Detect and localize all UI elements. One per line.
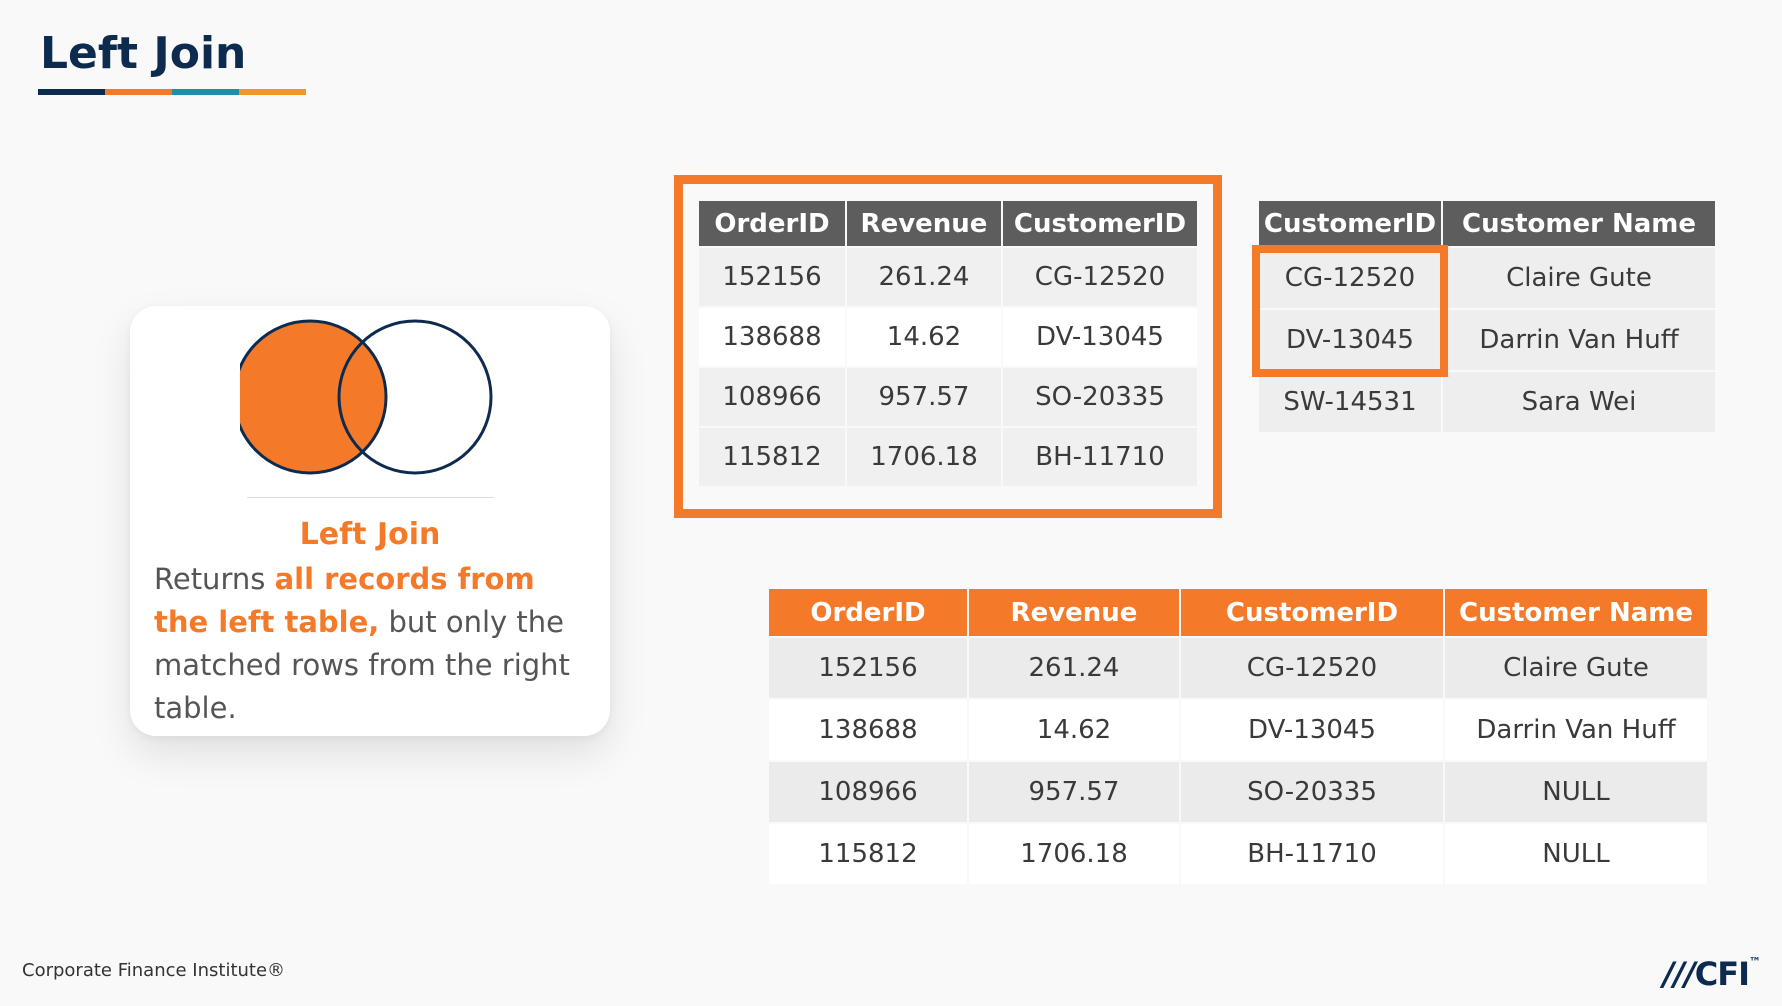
table-cell: BH-11710 (1003, 428, 1197, 486)
customers-header-customerid: CustomerID (1259, 201, 1441, 246)
customers-table: CustomerID Customer Name CG-12520 Claire… (1257, 199, 1717, 434)
table-cell: CG-12520 (1003, 248, 1197, 306)
table-cell: 957.57 (969, 762, 1179, 822)
table-cell: Darrin Van Huff (1445, 700, 1707, 760)
table-row: CG-12520 Claire Gute (1259, 248, 1715, 308)
table-cell: 957.57 (847, 368, 1001, 426)
table-row: 108966 957.57 SO-20335 (699, 368, 1197, 426)
table-cell: 138688 (769, 700, 967, 760)
table-cell: 14.62 (847, 308, 1001, 366)
table-cell: SO-20335 (1003, 368, 1197, 426)
left-join-card: Left Join Returns all records from the l… (130, 306, 610, 736)
card-title: Left Join (299, 517, 441, 552)
table-cell: SO-20335 (1181, 762, 1443, 822)
table-row: 115812 1706.18 BH-11710 NULL (769, 824, 1707, 884)
table-cell: 115812 (699, 428, 845, 486)
footer-text: Corporate Finance Institute® (22, 960, 286, 981)
table-row: 108966 957.57 SO-20335 NULL (769, 762, 1707, 822)
table-cell: 261.24 (969, 638, 1179, 698)
table-cell: 108966 (769, 762, 967, 822)
table-cell: 115812 (769, 824, 967, 884)
table-cell: 152156 (699, 248, 845, 306)
venn-diagram-icon (240, 319, 493, 475)
title-underline (38, 89, 306, 95)
result-header-customerid: CustomerID (1181, 589, 1443, 636)
table-cell: 152156 (769, 638, 967, 698)
table-cell: Darrin Van Huff (1443, 310, 1715, 370)
table-cell: 1706.18 (969, 824, 1179, 884)
table-cell: 108966 (699, 368, 845, 426)
table-cell: 1706.18 (847, 428, 1001, 486)
orders-highlight-box (674, 175, 1222, 518)
customers-highlight-box (1252, 245, 1448, 377)
table-cell: DV-13045 (1181, 700, 1443, 760)
orders-table: OrderID Revenue CustomerID 152156 261.24… (697, 199, 1199, 488)
orders-header-customerid: CustomerID (1003, 201, 1197, 246)
table-cell: CG-12520 (1181, 638, 1443, 698)
table-cell: Claire Gute (1443, 248, 1715, 308)
orders-header-revenue: Revenue (847, 201, 1001, 246)
orders-header-orderid: OrderID (699, 201, 845, 246)
cfi-logo: ///CFI™ (1662, 955, 1761, 993)
table-row: 138688 14.62 DV-13045 (699, 308, 1197, 366)
table-row: 115812 1706.18 BH-11710 (699, 428, 1197, 486)
table-cell: DV-13045 (1003, 308, 1197, 366)
table-cell: Sara Wei (1443, 372, 1715, 432)
table-cell: SW-14531 (1259, 372, 1441, 432)
card-description: Returns all records from the left table,… (154, 562, 570, 725)
result-table: OrderID Revenue CustomerID Customer Name… (767, 587, 1709, 886)
table-cell: DV-13045 (1259, 310, 1441, 370)
customers-header-name: Customer Name (1443, 201, 1715, 246)
table-row: 152156 261.24 CG-12520 Claire Gute (769, 638, 1707, 698)
table-row: DV-13045 Darrin Van Huff (1259, 310, 1715, 370)
result-header-name: Customer Name (1445, 589, 1707, 636)
result-header-orderid: OrderID (769, 589, 967, 636)
card-divider (247, 497, 494, 498)
result-header-revenue: Revenue (969, 589, 1179, 636)
table-cell: BH-11710 (1181, 824, 1443, 884)
table-cell: NULL (1445, 824, 1707, 884)
table-row: SW-14531 Sara Wei (1259, 372, 1715, 432)
table-cell: 261.24 (847, 248, 1001, 306)
table-cell: 14.62 (969, 700, 1179, 760)
table-row: 152156 261.24 CG-12520 (699, 248, 1197, 306)
table-row: 138688 14.62 DV-13045 Darrin Van Huff (769, 700, 1707, 760)
table-cell: Claire Gute (1445, 638, 1707, 698)
table-cell: CG-12520 (1259, 248, 1441, 308)
page-title: Left Join (40, 28, 247, 79)
table-cell: 138688 (699, 308, 845, 366)
table-cell: NULL (1445, 762, 1707, 822)
